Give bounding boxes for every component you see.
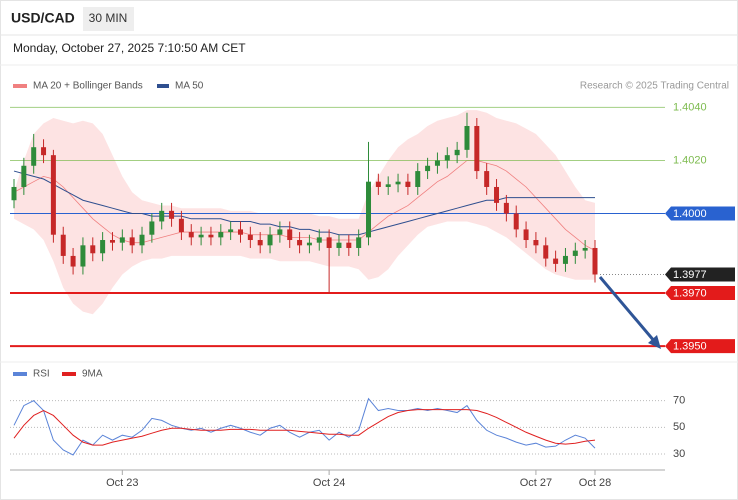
level-label: 1.4020 <box>673 154 707 166</box>
legend-swatch <box>13 372 27 376</box>
candle-body <box>287 229 293 241</box>
interval-box <box>83 7 134 31</box>
candle-body <box>464 125 470 150</box>
legend-swatch <box>13 84 27 88</box>
candle-body <box>454 149 460 156</box>
candle-body <box>366 181 372 238</box>
candle-body <box>41 147 47 156</box>
candle-body <box>70 255 76 267</box>
candle-body <box>149 221 155 235</box>
candle-body <box>572 250 578 256</box>
level-label: 1.3950 <box>673 340 707 352</box>
x-tick-label: Oct 27 <box>520 477 552 489</box>
x-tick-label: Oct 28 <box>579 477 611 489</box>
candle-body <box>306 242 312 246</box>
interval[interactable]: 30 MIN <box>89 11 128 25</box>
candle-body <box>129 237 135 246</box>
candle-body <box>494 186 500 203</box>
candle-body <box>31 147 37 166</box>
candle-body <box>169 210 175 219</box>
candle-body <box>523 229 529 241</box>
candle-body <box>385 184 391 187</box>
candle-body <box>533 240 539 246</box>
ma20-line <box>13 160 596 251</box>
candle-body <box>415 171 421 187</box>
candle-body <box>553 258 559 264</box>
y-tick-label: 30 <box>673 448 685 460</box>
candle-body <box>503 202 509 214</box>
candle-body <box>267 234 273 246</box>
legend-label: MA 50 <box>175 81 204 92</box>
candle-body <box>247 234 253 241</box>
level-label: 1.3977 <box>673 269 707 281</box>
candle-body <box>109 240 115 243</box>
candle-body <box>543 245 549 259</box>
legend-label: 9MA <box>82 369 103 380</box>
candle-body <box>277 229 283 235</box>
candle-body <box>316 237 322 243</box>
candle-body <box>375 181 381 187</box>
candle-body <box>208 234 214 238</box>
candle-body <box>592 247 598 275</box>
candle-body <box>484 171 490 187</box>
plot: 1.4040 1.4020 1.4000 1.3977 1.3970 1.3950 Oct … <box>10 81 735 489</box>
candle-body <box>237 229 243 235</box>
candle-body <box>80 245 86 267</box>
candle-body <box>90 245 96 254</box>
arrow-head <box>648 335 661 349</box>
credit: Research © 2025 Trading Central <box>580 81 729 92</box>
candle-body <box>474 125 480 172</box>
level-label: 1.4040 <box>673 101 707 113</box>
x-tick-label: Oct 23 <box>106 477 138 489</box>
candle-body <box>562 255 568 264</box>
x-tick-label: Oct 24 <box>313 477 345 489</box>
candle-body <box>50 155 56 235</box>
candle-body <box>336 242 342 248</box>
candle-body <box>198 234 204 238</box>
bollinger-band <box>14 110 595 315</box>
level-tag <box>665 339 735 354</box>
candle-body <box>395 181 401 185</box>
candle-body <box>188 232 194 238</box>
legend-label: MA 20 + Bollinger Bands <box>33 81 143 92</box>
candle-body <box>21 165 27 187</box>
level-tag <box>665 286 735 301</box>
candle-body <box>444 155 450 161</box>
candle-body <box>119 237 125 243</box>
candle-body <box>582 247 588 251</box>
candle-body <box>434 160 440 166</box>
y-tick-label: 50 <box>673 421 685 433</box>
legend-label: RSI <box>33 369 50 380</box>
candle-body <box>178 218 184 233</box>
candle-body <box>346 242 352 248</box>
level-label: 1.4000 <box>673 208 707 220</box>
timestamp: Monday, October 27, 2025 7:10:50 AM CET <box>13 41 246 55</box>
candle-body <box>228 229 234 233</box>
candle-body <box>159 210 165 222</box>
candle-body <box>326 237 332 248</box>
legend-swatch <box>62 372 76 376</box>
candle-body <box>100 240 106 254</box>
legend-swatch <box>157 84 169 88</box>
candle-body <box>425 165 431 172</box>
candle-body <box>405 181 411 187</box>
candle-body <box>60 234 66 256</box>
level-label: 1.3970 <box>673 287 707 299</box>
candle-body <box>257 240 263 246</box>
candle-body <box>513 213 519 230</box>
symbol: USD/CAD <box>11 10 75 26</box>
rsi-line <box>13 397 596 456</box>
level-tag <box>665 206 735 221</box>
candle-body <box>218 232 224 238</box>
forecast-arrow <box>598 276 657 343</box>
candle-body <box>139 234 145 246</box>
candle-body <box>297 240 303 246</box>
level-tag <box>665 267 735 282</box>
y-tick-label: 70 <box>673 395 685 407</box>
rsi-line <box>13 409 596 446</box>
candle-body <box>356 237 362 248</box>
candle-body <box>11 186 17 201</box>
